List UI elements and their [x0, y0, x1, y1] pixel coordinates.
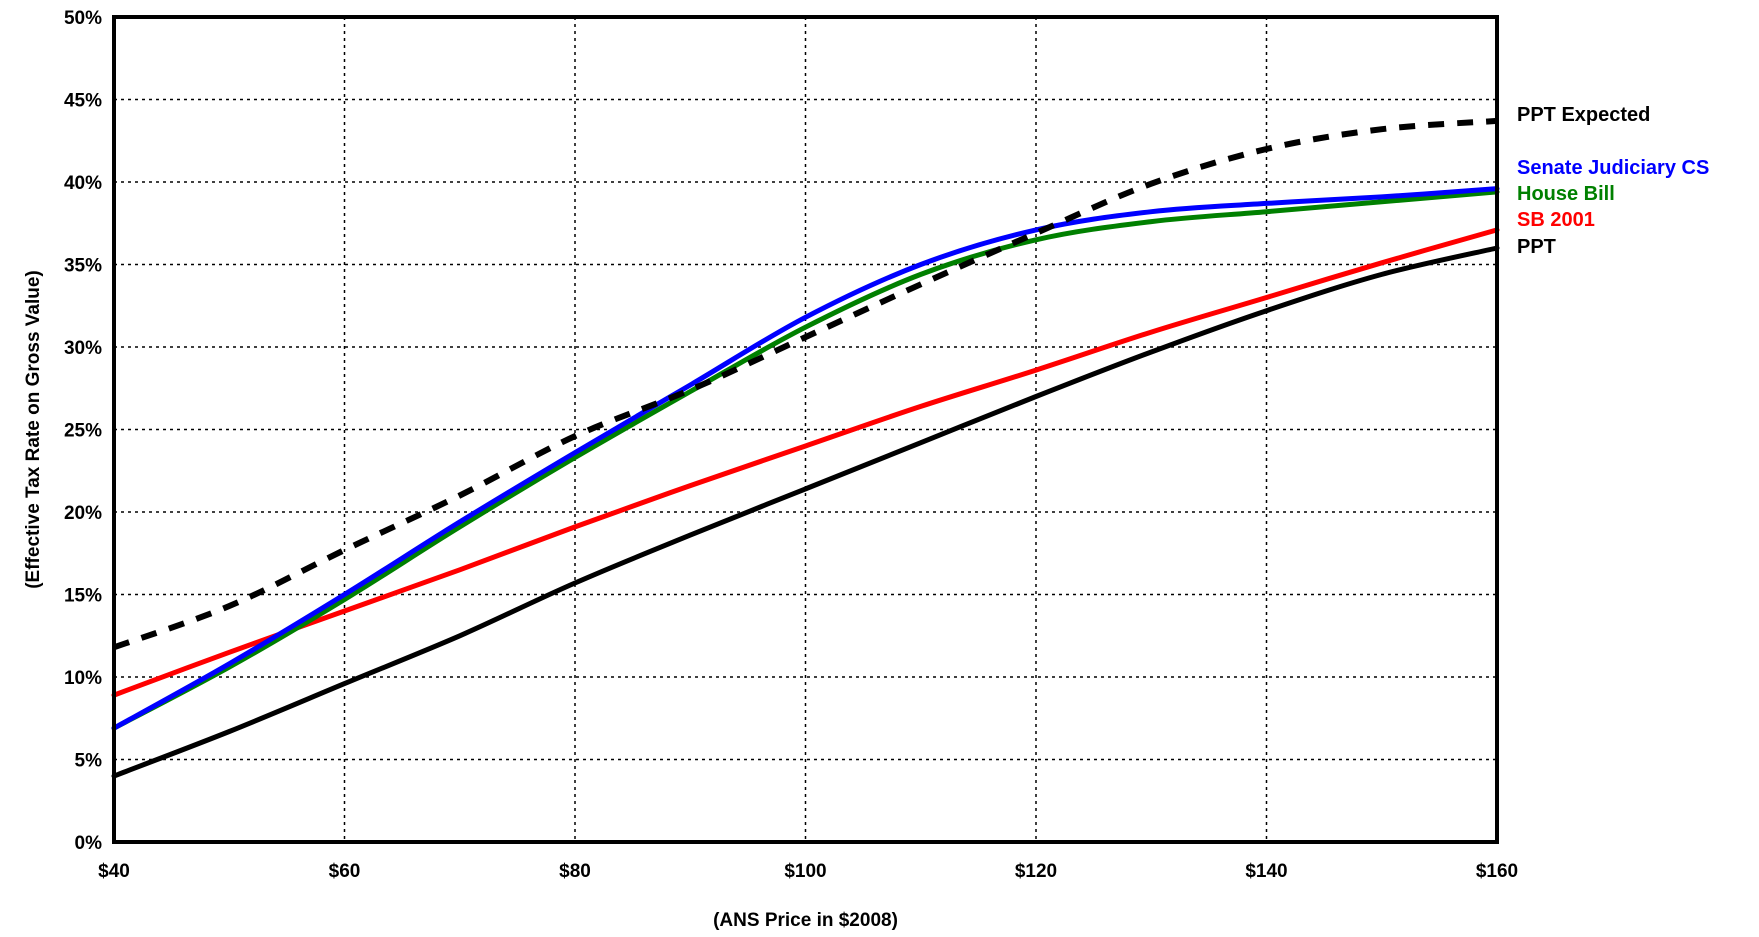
- y-tick-label: 0%: [75, 833, 103, 854]
- x-axis-tick-labels: $40 $60 $80 $100 $120 $140 $160: [98, 861, 1518, 882]
- x-tick-label: $160: [1476, 861, 1518, 882]
- series-label-house-bill: House Bill: [1517, 183, 1615, 205]
- series-line-senate-judiciary-cs: [111, 186, 1500, 731]
- y-tick-label: 50%: [64, 8, 102, 29]
- x-tick-label: $80: [559, 861, 591, 882]
- series-layer: [111, 117, 1500, 779]
- y-tick-label: 5%: [75, 751, 103, 772]
- y-tick-label: 35%: [64, 256, 102, 277]
- y-tick-label: 10%: [64, 668, 102, 689]
- y-tick-label: 30%: [64, 338, 102, 359]
- x-tick-label: $140: [1245, 861, 1287, 882]
- x-tick-label: $60: [329, 861, 361, 882]
- plot-area-frame: [112, 15, 1499, 844]
- series-line-sb-2001: [111, 227, 1500, 698]
- x-tick-label: $40: [98, 861, 130, 882]
- x-tick-label: $120: [1015, 861, 1057, 882]
- y-tick-label: 20%: [64, 503, 102, 524]
- y-axis-tick-labels: 0% 5% 10% 15% 20% 25% 30% 35% 40% 45% 50%: [64, 8, 102, 854]
- series-label-senate-judiciary-cs: Senate Judiciary CS: [1517, 157, 1709, 179]
- grid-lines: [114, 17, 1497, 842]
- series-labels: PPT Expected Senate Judiciary CS House Bil…: [1517, 104, 1709, 258]
- y-tick-label: 15%: [64, 586, 102, 607]
- series-label-ppt: PPT: [1517, 236, 1556, 258]
- y-tick-label: 40%: [64, 173, 102, 194]
- series-line-house-bill: [111, 189, 1500, 731]
- x-axis-title: (ANS Price in $2008): [713, 910, 898, 931]
- series-line-ppt: [111, 245, 1500, 779]
- y-tick-label: 45%: [64, 91, 102, 112]
- series-label-sb-2001: SB 2001: [1517, 209, 1595, 231]
- series-label-ppt-expected: PPT Expected: [1517, 104, 1650, 126]
- series-line-ppt-expected: [112, 117, 1498, 651]
- x-tick-label: $100: [784, 861, 826, 882]
- y-tick-label: 25%: [64, 421, 102, 442]
- y-axis-title: (Effective Tax Rate on Gross Value): [23, 270, 44, 589]
